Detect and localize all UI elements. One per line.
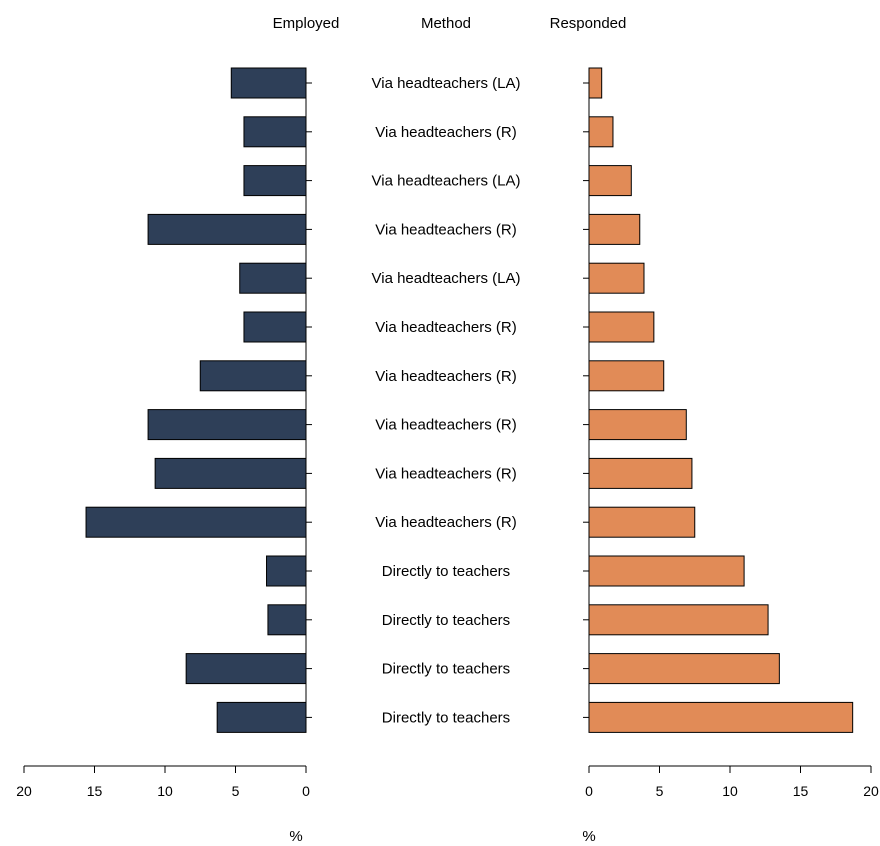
responded-bar (588, 262, 645, 294)
responded-bar (588, 653, 780, 685)
responded-bar (588, 116, 614, 148)
responded-bar (588, 506, 696, 538)
responded-bar (588, 165, 632, 197)
responded-bar (588, 701, 854, 733)
responded-tick-label: 0 (585, 783, 593, 799)
header-method: Method (421, 15, 471, 32)
employed-tick-label: 0 (302, 783, 310, 799)
responded-tick-label: 15 (793, 783, 809, 799)
responded-tick-label: 5 (656, 783, 664, 799)
category-label: Via headteachers (R) (375, 417, 516, 434)
employed-x-axis: 0 5 10 15 20 (16, 765, 310, 799)
category-label: Via headteachers (R) (375, 465, 516, 482)
employed-bar (243, 311, 307, 343)
responded-bar (588, 555, 745, 587)
category-label: Via headteachers (R) (375, 319, 516, 336)
header-employed: Employed (273, 15, 340, 32)
column-headers: Employed Method Responded (273, 15, 627, 32)
employed-bar (267, 604, 307, 636)
responded-bars (583, 67, 854, 733)
employed-axis-unit: % (289, 828, 302, 845)
responded-bar (588, 67, 603, 99)
responded-bar (588, 311, 655, 343)
responded-bar (588, 213, 641, 245)
category-label: Directly to teachers (382, 709, 510, 726)
employed-tick-label: 15 (87, 783, 103, 799)
employed-bar (230, 67, 307, 99)
employed-bar (147, 213, 307, 245)
employed-tick-label: 10 (157, 783, 173, 799)
category-label: Via headteachers (R) (375, 514, 516, 531)
employed-tick-label: 5 (232, 783, 240, 799)
employed-bar (243, 116, 307, 148)
responded-bar (588, 409, 687, 441)
employed-bar (199, 360, 307, 392)
employed-bars (85, 67, 312, 733)
header-responded: Responded (550, 15, 627, 32)
category-label: Via headteachers (R) (375, 124, 516, 141)
category-label: Directly to teachers (382, 563, 510, 580)
responded-bar (588, 604, 769, 636)
category-label: Via headteachers (LA) (372, 270, 521, 287)
category-label: Via headteachers (LA) (372, 173, 521, 190)
category-label: Via headteachers (R) (375, 368, 516, 385)
responded-bar (588, 360, 665, 392)
employed-bar (266, 555, 307, 587)
responded-x-axis: 0 5 10 15 20 (585, 765, 879, 799)
employed-bar (216, 701, 307, 733)
responded-tick-label: 20 (863, 783, 879, 799)
category-label: Via headteachers (LA) (372, 75, 521, 92)
employed-bar (239, 262, 307, 294)
responded-bar (588, 457, 693, 489)
employed-bar (154, 457, 307, 489)
category-label: Directly to teachers (382, 612, 510, 629)
employed-tick-label: 20 (16, 783, 32, 799)
employed-bar (243, 165, 307, 197)
responded-tick-label: 10 (722, 783, 738, 799)
category-labels: Via headteachers (LA) Via headteachers (R… (372, 75, 521, 726)
category-label: Directly to teachers (382, 661, 510, 678)
employed-bar (185, 653, 307, 685)
category-label: Via headteachers (R) (375, 221, 516, 238)
responded-axis-unit: % (582, 828, 595, 845)
employed-bar (85, 506, 307, 538)
employed-bar (147, 409, 307, 441)
